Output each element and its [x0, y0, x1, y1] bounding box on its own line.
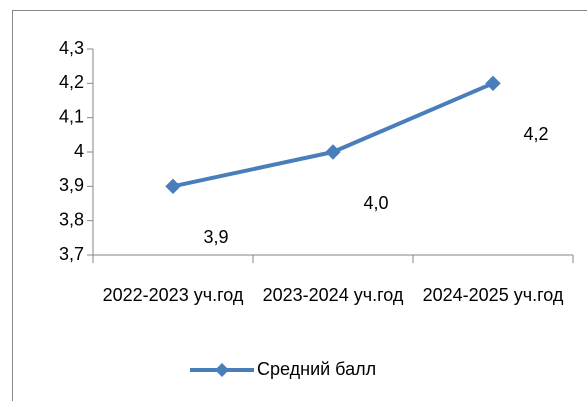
y-tick-label: 4: [74, 141, 84, 161]
point-marker: [485, 75, 501, 92]
x-tick-label: 2022-2023 уч.год: [102, 285, 244, 305]
chart-border: [12, 10, 587, 401]
point-marker: [325, 144, 341, 160]
data-label: 4,0: [363, 193, 388, 213]
y-tick-label: 3,8: [59, 209, 84, 229]
point-marker: [165, 178, 181, 195]
y-tick-label: 4,2: [59, 72, 84, 92]
x-tick-label: 2024-2025 уч.год: [422, 285, 564, 305]
x-tick-label: 2023-2024 уч.год: [262, 285, 404, 305]
y-tick-label: 4,3: [59, 38, 84, 58]
legend-marker: [215, 363, 229, 377]
data-label: 3,9: [203, 227, 228, 247]
data-label: 4,2: [523, 124, 548, 144]
y-tick-label: 3,9: [59, 175, 84, 195]
legend-label: Средний балл: [257, 359, 376, 379]
series-line: [172, 81, 494, 189]
y-tick-label: 3,7: [59, 244, 84, 264]
y-tick-label: 4,1: [59, 106, 84, 126]
